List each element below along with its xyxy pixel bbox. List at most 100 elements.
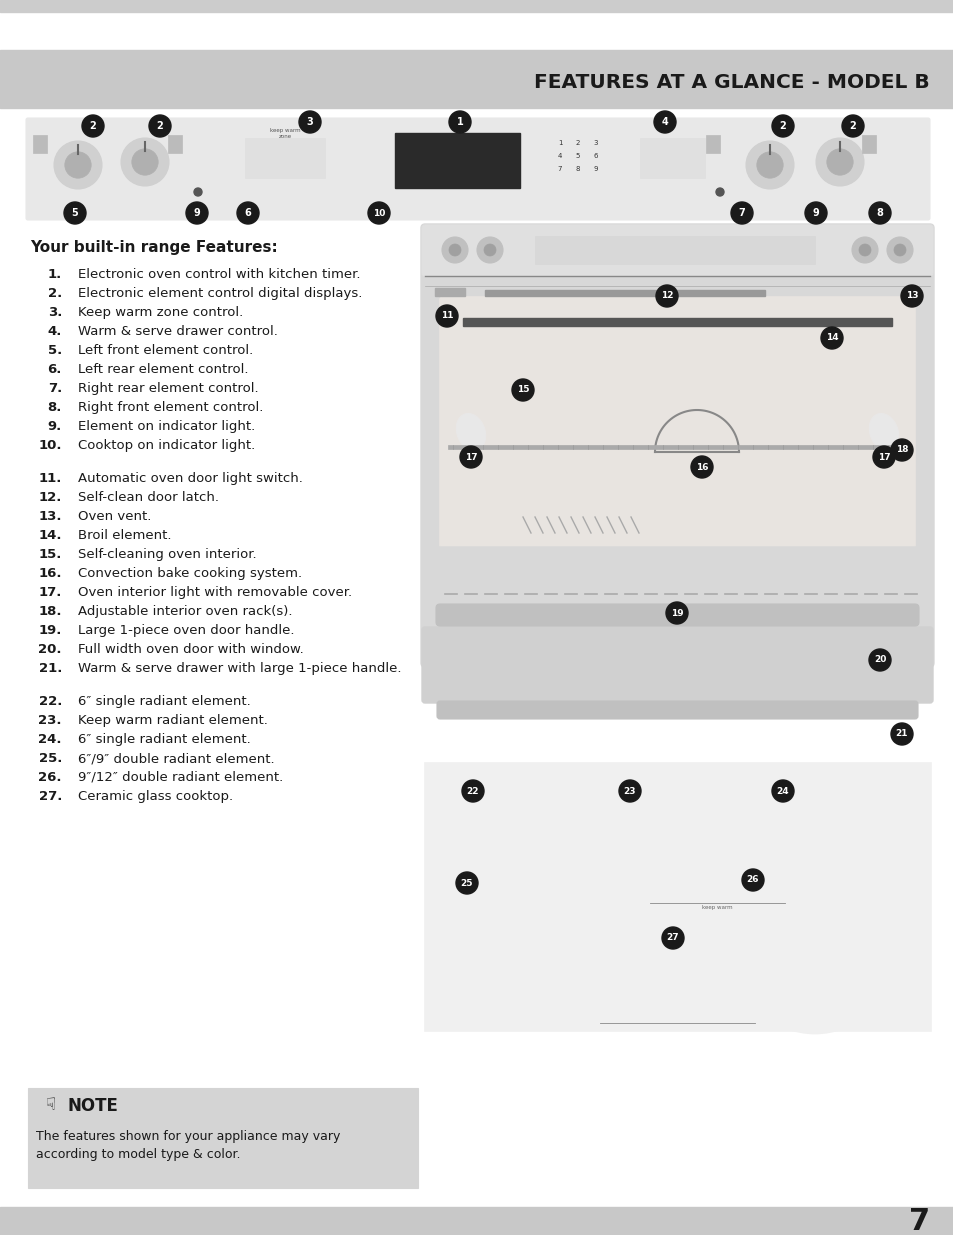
Text: 7: 7 <box>558 165 561 172</box>
Bar <box>435 288 464 296</box>
Circle shape <box>771 781 793 802</box>
Text: Automatic oven door light switch.: Automatic oven door light switch. <box>78 472 302 485</box>
Circle shape <box>476 914 563 1002</box>
Ellipse shape <box>456 414 485 451</box>
Text: 3: 3 <box>593 140 598 146</box>
Circle shape <box>872 446 894 468</box>
Text: 6: 6 <box>244 207 251 219</box>
Circle shape <box>186 203 208 224</box>
Circle shape <box>740 883 889 1032</box>
Text: 12.: 12. <box>38 492 62 504</box>
Bar <box>28 1088 417 1188</box>
Text: ☟: ☟ <box>46 1095 56 1114</box>
Circle shape <box>449 245 460 256</box>
Text: 7.: 7. <box>48 382 62 395</box>
Circle shape <box>890 722 912 745</box>
Bar <box>639 138 704 178</box>
Circle shape <box>741 869 763 890</box>
Ellipse shape <box>868 414 898 451</box>
Text: 26: 26 <box>746 876 759 884</box>
Text: 6.: 6. <box>48 363 62 375</box>
FancyBboxPatch shape <box>421 225 932 275</box>
Text: 10.: 10. <box>38 438 62 452</box>
Text: 4.: 4. <box>48 325 62 338</box>
Text: Your built-in range Features:: Your built-in range Features: <box>30 240 277 254</box>
FancyBboxPatch shape <box>26 119 929 220</box>
Text: 2: 2 <box>90 121 96 131</box>
Circle shape <box>868 650 890 671</box>
Text: 25: 25 <box>460 878 473 888</box>
Text: 10: 10 <box>373 209 385 217</box>
Text: 2.: 2. <box>48 287 62 300</box>
Text: 5: 5 <box>576 153 579 159</box>
Circle shape <box>762 906 866 1010</box>
Bar <box>395 133 519 188</box>
Circle shape <box>665 601 687 624</box>
Circle shape <box>468 793 572 897</box>
Text: Adjustable interior oven rack(s).: Adjustable interior oven rack(s). <box>78 605 293 618</box>
Text: 3.: 3. <box>48 306 62 319</box>
Circle shape <box>730 203 752 224</box>
Text: 27: 27 <box>666 934 679 942</box>
Circle shape <box>121 138 169 186</box>
Text: 9″/12″ double radiant element.: 9″/12″ double radiant element. <box>78 771 283 784</box>
Text: Cooktop on indicator light.: Cooktop on indicator light. <box>78 438 255 452</box>
Text: Oven vent.: Oven vent. <box>78 510 152 522</box>
Circle shape <box>858 245 870 256</box>
FancyBboxPatch shape <box>420 224 933 667</box>
Circle shape <box>298 111 320 133</box>
Text: 17: 17 <box>464 452 476 462</box>
Bar <box>0 0 953 12</box>
Text: 11: 11 <box>440 311 453 321</box>
Text: Electronic element control digital displays.: Electronic element control digital displ… <box>78 287 362 300</box>
Circle shape <box>851 237 877 263</box>
Text: 23.: 23. <box>38 714 62 727</box>
Circle shape <box>826 148 852 175</box>
Circle shape <box>618 781 640 802</box>
Circle shape <box>193 188 202 196</box>
FancyBboxPatch shape <box>422 547 931 606</box>
Text: NOTE: NOTE <box>68 1097 119 1115</box>
Text: The features shown for your appliance may vary
according to model type & color.: The features shown for your appliance ma… <box>36 1130 340 1161</box>
Text: 14: 14 <box>825 333 838 342</box>
Text: Self-cleaning oven interior.: Self-cleaning oven interior. <box>78 548 256 561</box>
Text: 13.: 13. <box>38 510 62 522</box>
Bar <box>0 49 953 107</box>
Text: 8: 8 <box>876 207 882 219</box>
Circle shape <box>456 872 477 894</box>
Circle shape <box>449 111 471 133</box>
Text: 6″ single radiant element.: 6″ single radiant element. <box>78 695 251 708</box>
Text: 18: 18 <box>895 446 907 454</box>
Circle shape <box>886 237 912 263</box>
Text: 16.: 16. <box>38 567 62 580</box>
Text: Keep warm radiant element.: Keep warm radiant element. <box>78 714 268 727</box>
Text: 16: 16 <box>695 462 707 472</box>
Bar <box>424 763 930 1031</box>
Text: 21: 21 <box>895 730 907 739</box>
Text: Left front element control.: Left front element control. <box>78 345 253 357</box>
Bar <box>33 135 47 153</box>
Circle shape <box>690 456 712 478</box>
Text: 4: 4 <box>661 117 668 127</box>
Text: 9: 9 <box>593 165 598 172</box>
Text: Left rear element control.: Left rear element control. <box>78 363 248 375</box>
Text: 24.: 24. <box>38 734 62 746</box>
FancyBboxPatch shape <box>436 604 918 626</box>
Circle shape <box>656 285 678 308</box>
Text: keep warm
zone: keep warm zone <box>270 128 300 138</box>
Text: 6: 6 <box>593 153 598 159</box>
Text: 11.: 11. <box>38 472 62 485</box>
Circle shape <box>815 138 863 186</box>
Text: 19: 19 <box>670 609 682 618</box>
Text: Warm & serve drawer with large 1-piece handle.: Warm & serve drawer with large 1-piece h… <box>78 662 401 676</box>
Bar <box>484 290 764 296</box>
Text: 6″/9″ double radiant element.: 6″/9″ double radiant element. <box>78 752 274 764</box>
Circle shape <box>368 203 390 224</box>
Circle shape <box>436 305 457 327</box>
Text: Element on indicator light.: Element on indicator light. <box>78 420 255 433</box>
Circle shape <box>716 188 723 196</box>
Circle shape <box>149 115 171 137</box>
Text: 1: 1 <box>558 140 561 146</box>
Text: Keep warm zone control.: Keep warm zone control. <box>78 306 243 319</box>
Circle shape <box>767 793 871 897</box>
